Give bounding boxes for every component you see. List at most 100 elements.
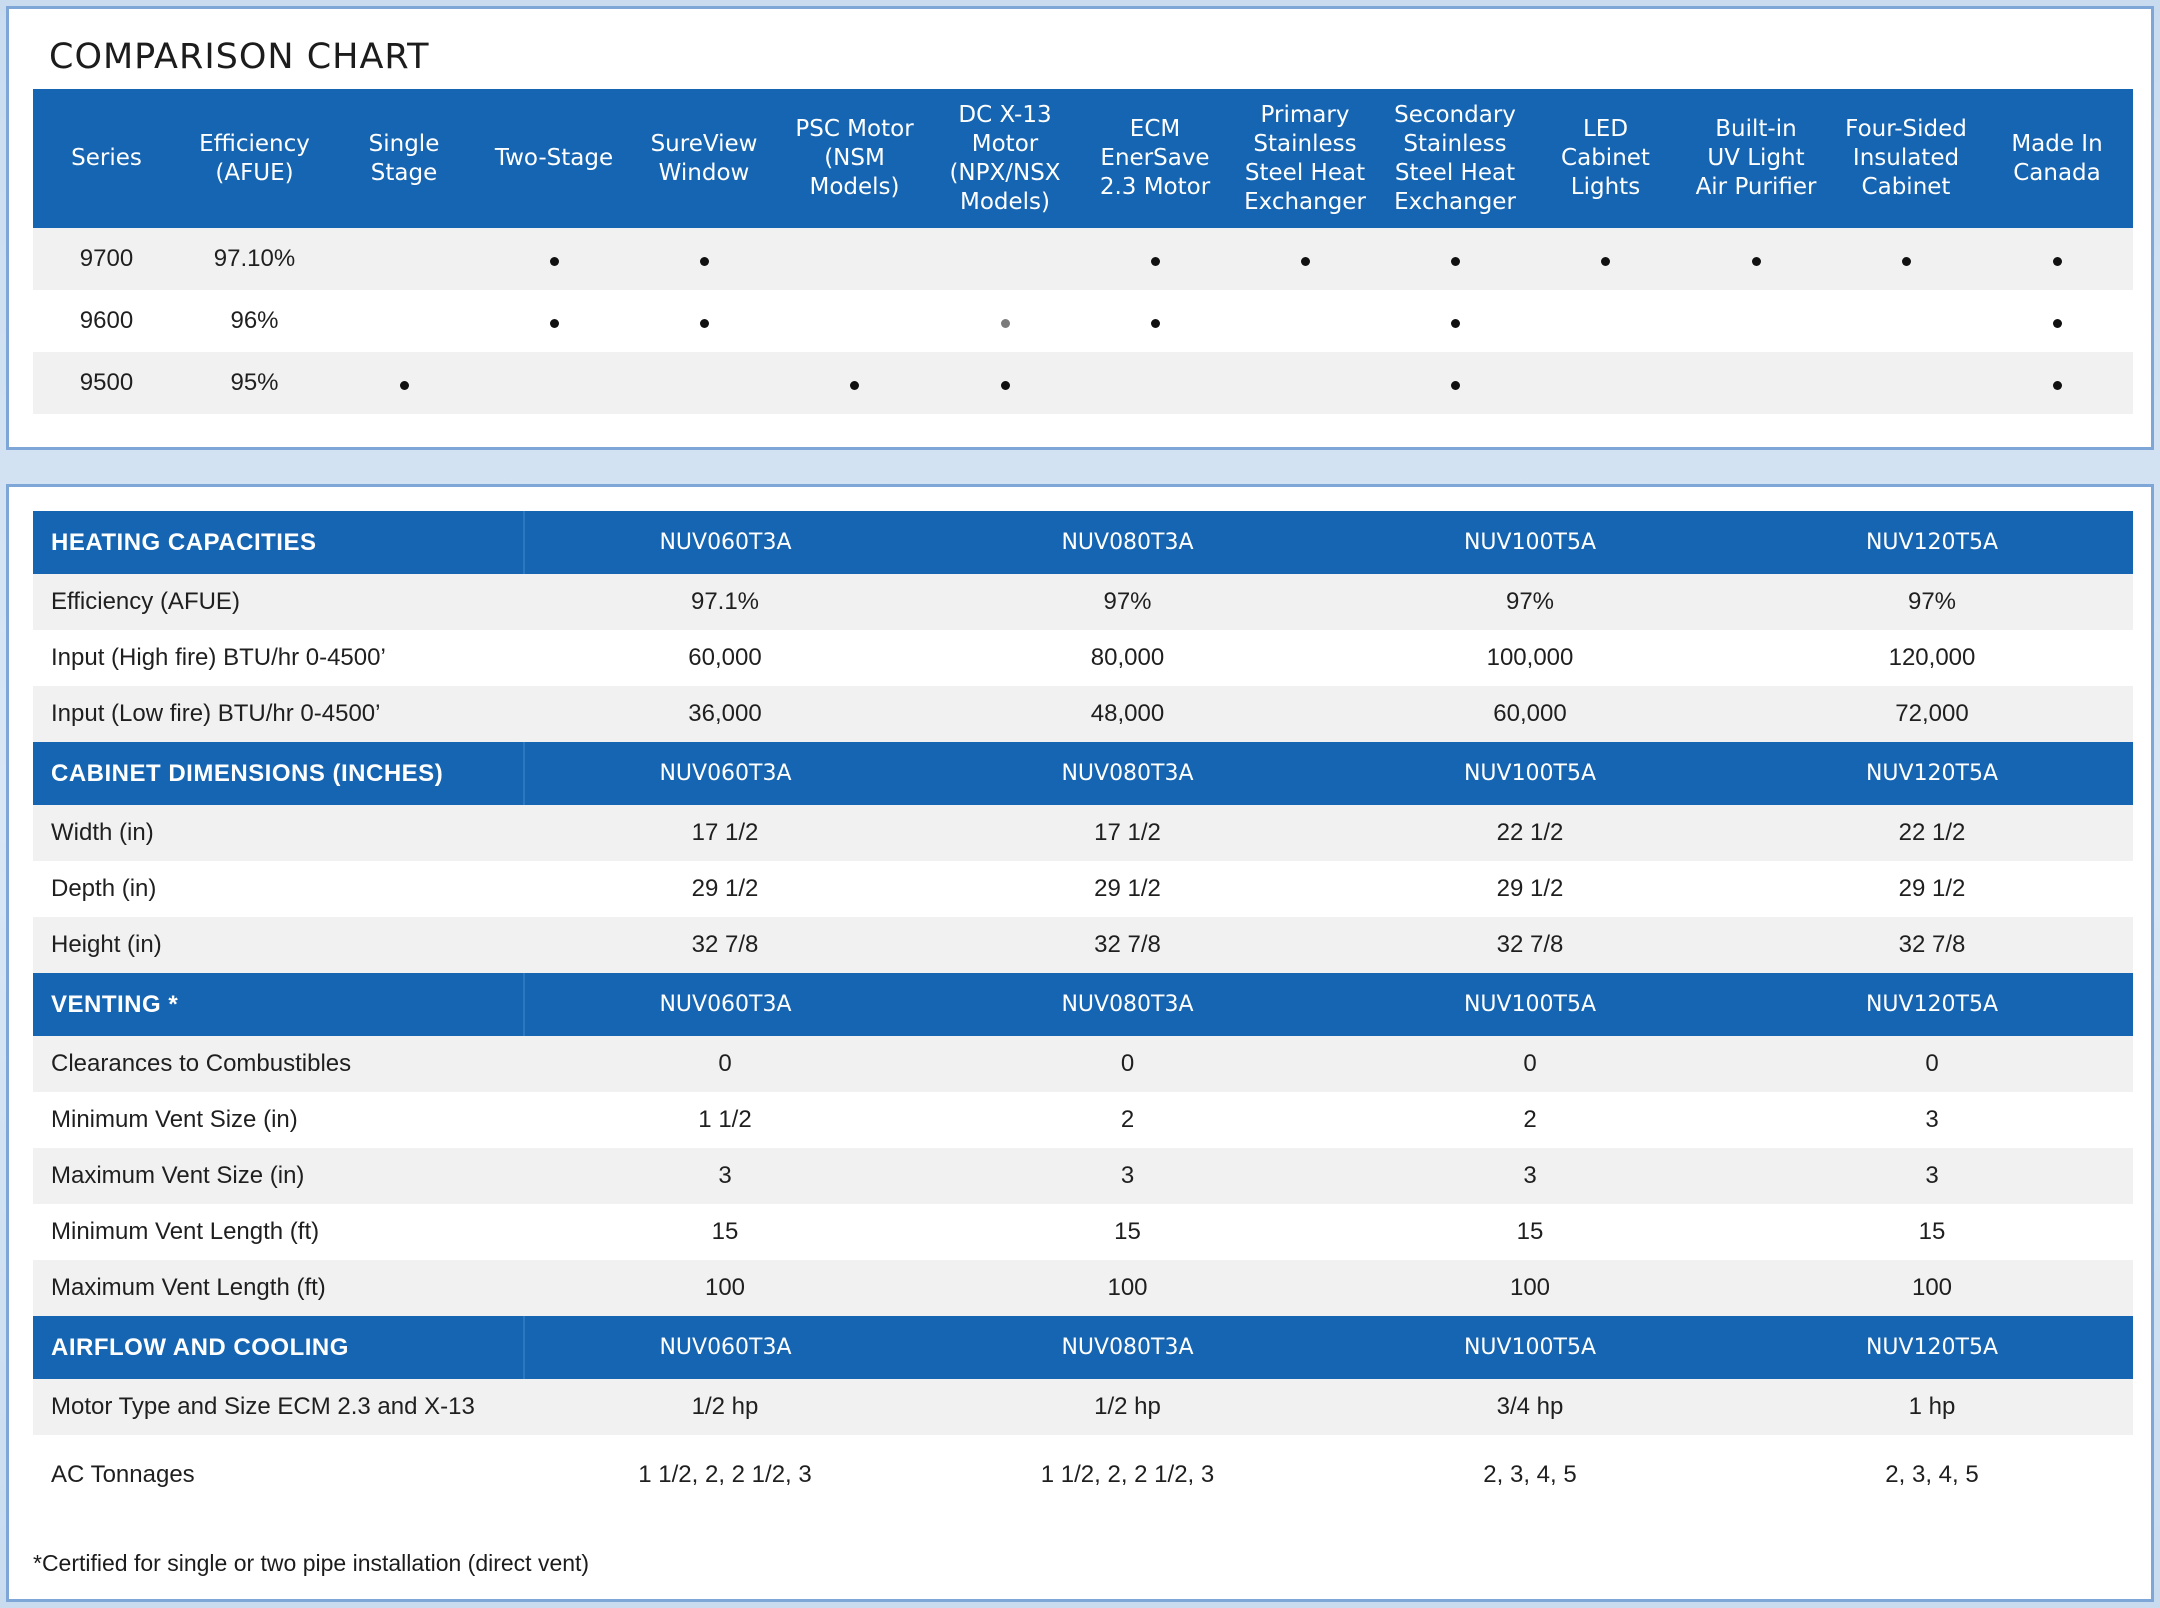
spec-value: 2: [1329, 1092, 1731, 1148]
spec-row: Clearances to Combustibles 0 0 0 0: [33, 1036, 2133, 1092]
model-header-cell: NUV060T3A: [524, 742, 926, 805]
model-header-cell: NUV100T5A: [1329, 511, 1731, 574]
spec-value: 2: [926, 1092, 1329, 1148]
spec-value: 0: [1329, 1036, 1731, 1092]
spec-label: Motor Type and Size ECM 2.3 and X-13: [33, 1379, 524, 1435]
model-header-cell: NUV080T3A: [926, 511, 1329, 574]
spec-value: 15: [926, 1204, 1329, 1260]
feature-cell: [1981, 290, 2133, 352]
series-cell: 9600: [33, 290, 180, 352]
model-header-cell: NUV120T5A: [1731, 1316, 2133, 1379]
spec-value: 100: [1329, 1260, 1731, 1316]
comparison-header-cell: Series: [33, 89, 180, 228]
spec-row: Height (in) 32 7/8 32 7/8 32 7/8 32 7/8: [33, 917, 2133, 973]
model-header-cell: NUV080T3A: [926, 1316, 1329, 1379]
spec-value: 97%: [1329, 574, 1731, 630]
comparison-header-cell: Made In Canada: [1981, 89, 2133, 228]
section-header-row: HEATING CAPACITIES NUV060T3A NUV080T3A NUV1…: [33, 511, 2133, 574]
feature-cell: [779, 352, 930, 414]
model-header-cell: NUV060T3A: [524, 511, 926, 574]
spec-value: 29 1/2: [524, 861, 926, 917]
comparison-row: 9500 95%: [33, 352, 2133, 414]
efficiency-cell: 96%: [180, 290, 329, 352]
series-cell: 9700: [33, 228, 180, 290]
bullet-icon: [1450, 319, 1460, 328]
spec-label: Maximum Vent Length (ft): [33, 1260, 524, 1316]
spec-value: 60,000: [524, 630, 926, 686]
comparison-row: 9600 96%: [33, 290, 2133, 352]
spec-label: AC Tonnages: [33, 1435, 524, 1515]
bullet-icon: [549, 319, 559, 328]
spec-row: Width (in) 17 1/2 17 1/2 22 1/2 22 1/2: [33, 805, 2133, 861]
comparison-header-cell: Secondary Stainless Steel Heat Exchanger: [1380, 89, 1530, 228]
comparison-header-cell: DC X-13 Motor (NPX/NSX Models): [930, 89, 1080, 228]
spec-value: 1 1/2: [524, 1092, 926, 1148]
spec-value: 22 1/2: [1731, 805, 2133, 861]
spec-value: 36,000: [524, 686, 926, 742]
model-header-cell: NUV120T5A: [1731, 973, 2133, 1036]
spec-value: 1/2 hp: [524, 1379, 926, 1435]
spec-label: Input (Low fire) BTU/hr 0-4500’: [33, 686, 524, 742]
feature-cell: [1380, 228, 1530, 290]
bullet-icon: [1300, 257, 1310, 266]
feature-cell: [1380, 290, 1530, 352]
section-header-row: AIRFLOW AND COOLING NUV060T3A NUV080T3A NUV…: [33, 1316, 2133, 1379]
feature-cell: [1831, 290, 1981, 352]
feature-cell: [1530, 290, 1681, 352]
comparison-header-cell: ECM EnerSave 2.3 Motor: [1080, 89, 1230, 228]
bullet-icon: [2052, 319, 2062, 328]
feature-cell: [1981, 352, 2133, 414]
bullet-icon: [1150, 257, 1160, 266]
spec-value: 48,000: [926, 686, 1329, 742]
spec-value: 72,000: [1731, 686, 2133, 742]
spec-label: Maximum Vent Size (in): [33, 1148, 524, 1204]
bullet-icon: [1000, 319, 1010, 328]
feature-cell: [629, 352, 779, 414]
venting-footnote: *Certified for single or two pipe instal…: [33, 1550, 590, 1576]
spec-label: Width (in): [33, 805, 524, 861]
feature-cell: [1380, 352, 1530, 414]
spec-label: Minimum Vent Size (in): [33, 1092, 524, 1148]
spec-value: 15: [1731, 1204, 2133, 1260]
bullet-icon: [1901, 257, 1911, 266]
spec-row: Maximum Vent Size (in) 3 3 3 3: [33, 1148, 2133, 1204]
feature-cell: [1681, 290, 1831, 352]
feature-cell: [329, 290, 479, 352]
feature-cell: [1530, 228, 1681, 290]
spec-value: 3/4 hp: [1329, 1379, 1731, 1435]
comparison-header-cell: Efficiency (AFUE): [180, 89, 329, 228]
section-header-row: VENTING * NUV060T3A NUV080T3A NUV100T5A NUV1…: [33, 973, 2133, 1036]
feature-cell: [779, 290, 930, 352]
feature-cell: [479, 228, 629, 290]
feature-cell: [329, 228, 479, 290]
spec-label: Minimum Vent Length (ft): [33, 1204, 524, 1260]
spec-row: Efficiency (AFUE) 97.1% 97% 97% 97%: [33, 574, 2133, 630]
comparison-header-cell: Two-Stage: [479, 89, 629, 228]
spec-value: 100: [1731, 1260, 2133, 1316]
feature-cell: [479, 290, 629, 352]
spec-value: 1 1/2, 2, 2 1/2, 3: [524, 1435, 926, 1515]
spec-value: 3: [1731, 1148, 2133, 1204]
feature-cell: [1831, 228, 1981, 290]
model-header-cell: NUV060T3A: [524, 1316, 926, 1379]
bullet-icon: [1150, 319, 1160, 328]
spec-value: 1 1/2, 2, 2 1/2, 3: [926, 1435, 1329, 1515]
section-header-row: CABINET DIMENSIONS (INCHES) NUV060T3A NUV0…: [33, 742, 2133, 805]
spec-row: Minimum Vent Length (ft) 15 15 15 15: [33, 1204, 2133, 1260]
spec-value: 29 1/2: [926, 861, 1329, 917]
model-header-cell: NUV080T3A: [926, 742, 1329, 805]
feature-cell: [1230, 352, 1380, 414]
feature-cell: [1080, 228, 1230, 290]
bullet-icon: [850, 381, 859, 390]
spec-label: Clearances to Combustibles: [33, 1036, 524, 1092]
feature-cell: [779, 228, 930, 290]
feature-cell: [1981, 228, 2133, 290]
section-title: CABINET DIMENSIONS (INCHES): [33, 742, 525, 805]
comparison-header-cell: PSC Motor (NSM Models): [779, 89, 930, 228]
comparison-header-cell: Single Stage: [329, 89, 479, 228]
feature-cell: [329, 352, 479, 414]
bullet-icon: [699, 319, 709, 328]
spec-value: 3: [1329, 1148, 1731, 1204]
spec-value: 29 1/2: [1731, 861, 2133, 917]
